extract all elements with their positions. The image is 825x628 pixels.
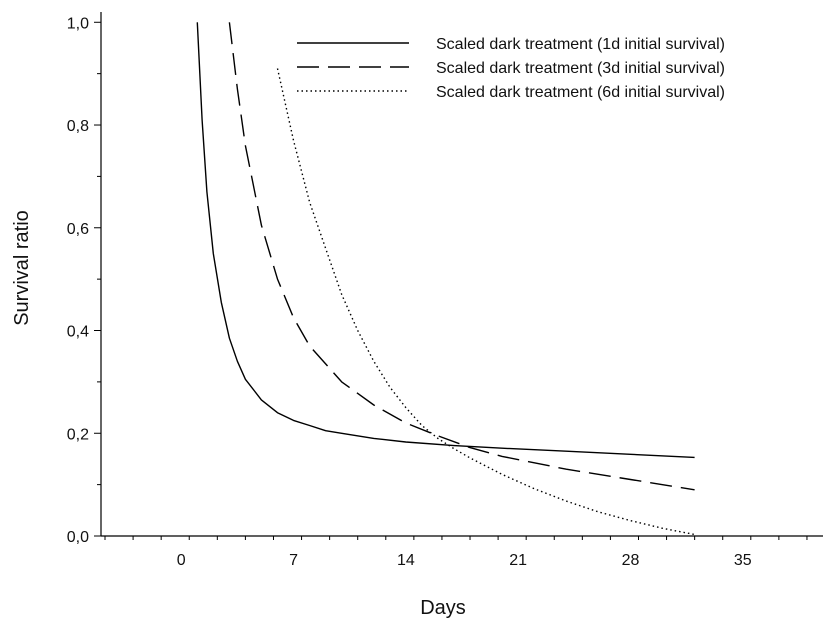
legend-label-1: Scaled dark treatment (1d initial surviv… bbox=[436, 36, 725, 53]
legend: Scaled dark treatment (1d initial surviv… bbox=[297, 36, 725, 101]
series-line-2 bbox=[228, 22, 695, 491]
x-tick-label: 28 bbox=[622, 552, 640, 569]
legend-label-3: Scaled dark treatment (6d initial surviv… bbox=[436, 84, 725, 101]
series-layer bbox=[196, 22, 695, 536]
y-tick-label: 0,0 bbox=[67, 529, 89, 546]
y-tick-label: 0,2 bbox=[67, 426, 89, 443]
y-tick-label: 0,4 bbox=[67, 324, 89, 341]
series-line-1 bbox=[196, 22, 695, 459]
legend-label-2: Scaled dark treatment (3d initial surviv… bbox=[436, 60, 725, 77]
y-tick-label: 0,8 bbox=[67, 118, 89, 135]
x-axis-title: Days bbox=[420, 597, 466, 619]
x-tick-label: 35 bbox=[734, 552, 752, 569]
x-tick-label: 21 bbox=[509, 552, 527, 569]
series-line-3 bbox=[276, 68, 695, 536]
axes: 0,0 0,2 0,4 0,6 0,8 1,0 0 7 14 21 28 35 bbox=[67, 12, 823, 569]
y-tick-label: 0,6 bbox=[67, 221, 89, 238]
y-axis-title: Survival ratio bbox=[11, 210, 33, 326]
x-tick-label: 0 bbox=[177, 552, 186, 569]
y-tick-label: 1,0 bbox=[67, 15, 89, 32]
x-tick-label: 14 bbox=[397, 552, 415, 569]
x-tick-label: 7 bbox=[289, 552, 298, 569]
